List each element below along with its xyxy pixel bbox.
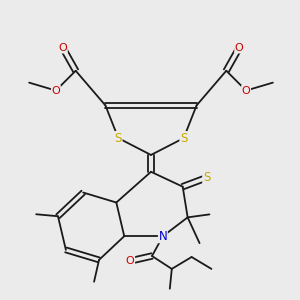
Text: S: S: [203, 171, 210, 184]
Text: S: S: [115, 132, 122, 145]
Text: N: N: [158, 230, 167, 243]
Text: O: O: [126, 256, 135, 266]
Text: O: O: [58, 43, 67, 53]
Text: S: S: [180, 132, 188, 145]
Text: O: O: [242, 85, 250, 96]
Text: O: O: [235, 43, 244, 53]
Text: O: O: [52, 85, 60, 96]
